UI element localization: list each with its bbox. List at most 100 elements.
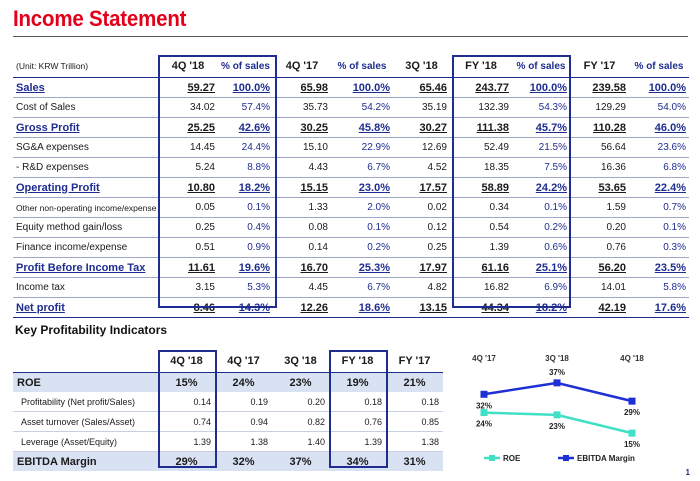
- value-cell: 0.18: [329, 392, 386, 412]
- value-cell: 37%: [272, 451, 329, 471]
- row-label: Income tax: [13, 277, 158, 298]
- percent-cell: 57.4%: [218, 97, 273, 118]
- row-label: Equity method gain/loss: [13, 217, 158, 238]
- value-cell: 12.69: [393, 137, 450, 158]
- value-cell: 0.76: [570, 237, 629, 258]
- value-cell: 58.89: [450, 177, 512, 198]
- percent-cell: 24.2%: [512, 177, 570, 198]
- value-cell: 35.19: [393, 97, 450, 118]
- data-point: [480, 409, 488, 417]
- table-row: - R&D expenses 5.24 8.8% 4.43 6.7% 4.52 18.35 7…: [13, 157, 689, 178]
- percent-cell: 54.3%: [512, 97, 570, 118]
- percent-cell: 25.1%: [512, 257, 570, 278]
- value-cell: 65.46: [393, 77, 450, 98]
- profitability-line-chart: 4Q '17 3Q '18 4Q '18 24% 23% 15% 32% 37% 29% ROE E…: [472, 354, 644, 463]
- column-header: % of sales: [512, 55, 570, 78]
- value-cell: 1.39: [450, 237, 512, 258]
- x-tick-label: 3Q '18: [545, 354, 569, 363]
- percent-cell: 25.3%: [331, 257, 393, 278]
- value-cell: 16.70: [273, 257, 331, 278]
- value-cell: 0.76: [329, 411, 386, 432]
- table-row: Operating Profit 10.80 18.2% 15.15 23.0% 17.5…: [13, 177, 689, 198]
- table-row: Asset turnover (Sales/Asset) 0.74 0.94 0.82…: [13, 411, 443, 432]
- value-cell: 1.38: [215, 431, 272, 452]
- percent-cell: 45.8%: [331, 117, 393, 138]
- value-cell: 0.51: [158, 237, 218, 258]
- percent-cell: 46.0%: [629, 117, 689, 138]
- value-cell: 53.65: [570, 177, 629, 198]
- x-tick-label: 4Q '18: [620, 354, 644, 363]
- value-cell: 0.34: [450, 197, 512, 218]
- column-header: 4Q '17: [215, 350, 272, 373]
- percent-cell: 54.0%: [629, 97, 689, 118]
- value-cell: 0.85: [386, 411, 443, 432]
- data-label: 32%: [476, 401, 492, 410]
- value-cell: 0.20: [272, 392, 329, 412]
- row-label: Profit Before Income Tax: [13, 257, 158, 278]
- legend-label: ROE: [503, 454, 521, 463]
- x-tick-label: 4Q '17: [472, 354, 496, 363]
- data-point: [553, 411, 561, 419]
- percent-cell: 6.8%: [629, 157, 689, 178]
- value-cell: 4.43: [273, 157, 331, 178]
- percent-cell: 0.1%: [218, 197, 273, 218]
- column-header: 4Q '17: [273, 55, 331, 78]
- value-cell: 0.08: [273, 217, 331, 238]
- value-cell: 1.38: [386, 431, 443, 452]
- value-cell: 0.94: [215, 411, 272, 432]
- percent-cell: 0.9%: [218, 237, 273, 258]
- value-cell: 0.18: [386, 392, 443, 412]
- percent-cell: 14.3%: [218, 297, 273, 318]
- percent-cell: 45.7%: [512, 117, 570, 138]
- value-cell: 5.24: [158, 157, 218, 178]
- column-header: 4Q '18: [158, 350, 215, 373]
- value-cell: 24%: [215, 372, 272, 392]
- value-cell: 132.39: [450, 97, 512, 118]
- kpi-body: ROE 15% 24% 23% 19% 21% Profitability (Net pro…: [13, 372, 443, 471]
- row-label: Profitability (Net profit/Sales): [13, 392, 158, 412]
- value-cell: 16.36: [570, 157, 629, 178]
- percent-cell: 5.8%: [629, 277, 689, 298]
- value-cell: 59.27: [158, 77, 218, 98]
- percent-cell: 22.9%: [331, 137, 393, 158]
- table-row: Profit Before Income Tax 11.61 19.6% 16.70 2…: [13, 257, 689, 278]
- value-cell: 1.59: [570, 197, 629, 218]
- value-cell: 44.34: [450, 297, 512, 318]
- percent-cell: 2.0%: [331, 197, 393, 218]
- page-number: 1: [685, 468, 690, 477]
- column-header: FY '18: [329, 350, 386, 373]
- value-cell: 0.12: [393, 217, 450, 238]
- value-cell: 15.15: [273, 177, 331, 198]
- value-cell: 0.74: [158, 411, 215, 432]
- value-cell: 10.80: [158, 177, 218, 198]
- value-cell: 0.82: [272, 411, 329, 432]
- unit-label: (Unit: KRW Trillion): [13, 55, 158, 78]
- row-label: - R&D expenses: [13, 157, 158, 178]
- value-cell: 17.97: [393, 257, 450, 278]
- row-label: Sales: [13, 77, 158, 98]
- data-label: 15%: [624, 440, 640, 449]
- row-label: Cost of Sales: [13, 97, 158, 118]
- percent-cell: 100.0%: [629, 77, 689, 98]
- column-header: % of sales: [218, 55, 273, 78]
- table-row: Other non-operating income/expense 0.05 0.…: [13, 197, 689, 218]
- value-cell: 15.10: [273, 137, 331, 158]
- row-label: Leverage (Asset/Equity): [13, 431, 158, 452]
- value-cell: 34%: [329, 451, 386, 471]
- income-statement-header: (Unit: KRW Trillion) 4Q '18 % of sales 4…: [13, 55, 689, 78]
- row-label: SG&A expenses: [13, 137, 158, 158]
- value-cell: 17.57: [393, 177, 450, 198]
- value-cell: 61.16: [450, 257, 512, 278]
- percent-cell: 0.1%: [331, 217, 393, 238]
- value-cell: 23%: [272, 372, 329, 392]
- percent-cell: 7.5%: [512, 157, 570, 178]
- table-row: Sales 59.27 100.0% 65.98 100.0% 65.46 243.77 10…: [13, 77, 689, 98]
- percent-cell: 6.7%: [331, 157, 393, 178]
- column-header: FY '17: [386, 350, 443, 373]
- value-cell: 18.35: [450, 157, 512, 178]
- value-cell: 1.39: [329, 431, 386, 452]
- column-header: 3Q '18: [393, 55, 450, 78]
- value-cell: 65.98: [273, 77, 331, 98]
- value-cell: 4.82: [393, 277, 450, 298]
- data-label: 37%: [549, 368, 565, 377]
